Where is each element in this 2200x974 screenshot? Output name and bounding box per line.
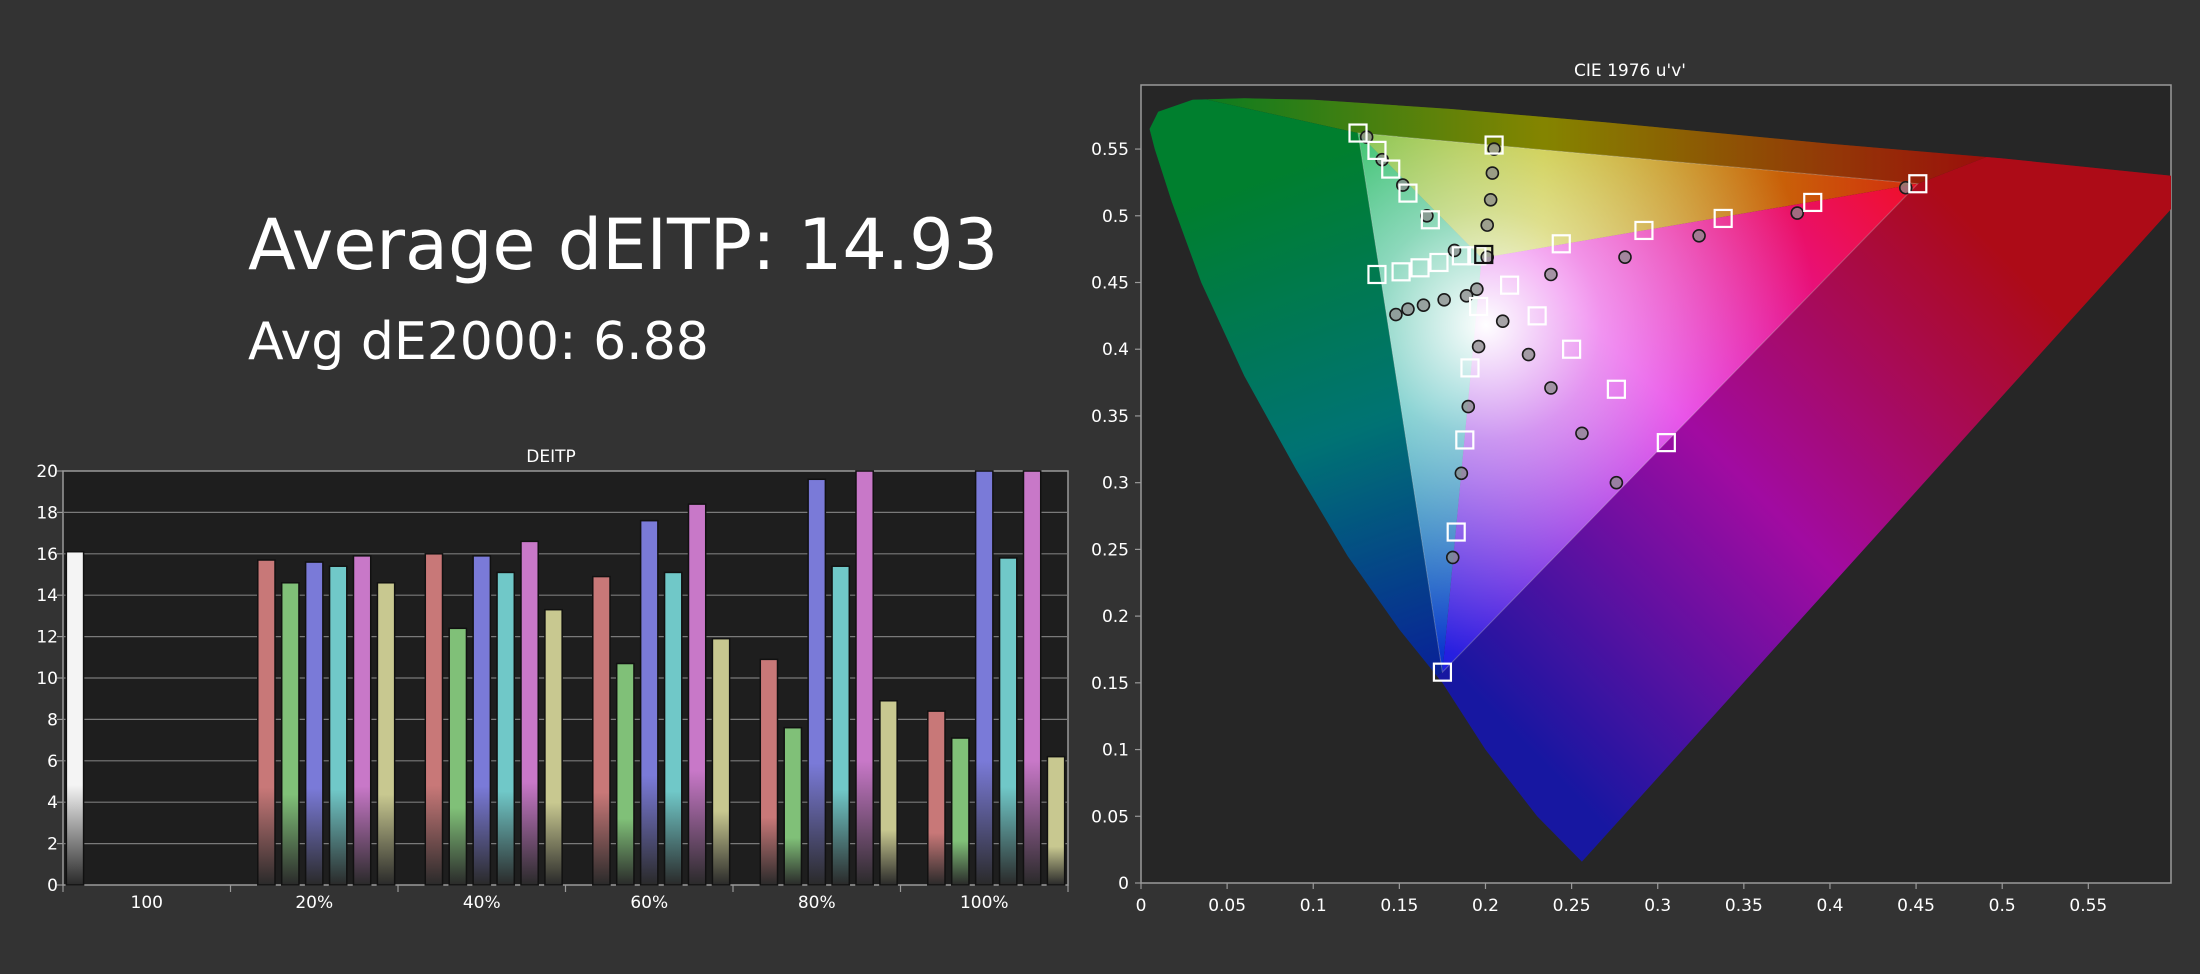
cie-x-tick-label: 0.35 xyxy=(1725,896,1763,916)
measured-point xyxy=(1461,399,1476,414)
measured-point xyxy=(1454,466,1469,481)
target-square xyxy=(1467,246,1487,266)
target-square xyxy=(1484,135,1504,155)
cie-y-tick-label: 0.55 xyxy=(1091,140,1129,160)
cie-y-tick-label: 0.2 xyxy=(1102,607,1129,627)
cie-x-tick-label: 0 xyxy=(1136,896,1147,916)
cie-x-tick-label: 0.4 xyxy=(1816,896,1843,916)
target-square xyxy=(1420,210,1440,230)
measured-point xyxy=(1416,298,1431,312)
measured-point xyxy=(1471,339,1486,354)
cie-y-tick-label: 0.05 xyxy=(1091,807,1129,827)
measured-point xyxy=(1445,550,1460,565)
cie-x-tick-label: 0.55 xyxy=(2069,896,2107,916)
cie-y-tick-label: 0.1 xyxy=(1102,741,1129,761)
cie-y-tick-label: 0 xyxy=(1118,874,1129,894)
target-square xyxy=(1381,159,1401,179)
avg-de2000-label: Avg dE2000: xyxy=(248,312,577,372)
cie-x-tick-label: 0.2 xyxy=(1472,896,1499,916)
measured-point xyxy=(1483,192,1498,207)
target-square xyxy=(1474,244,1494,265)
target-square xyxy=(1455,430,1475,450)
cie-x-tick-label: 0.3 xyxy=(1644,896,1671,916)
measured-point xyxy=(1544,267,1558,282)
average-deitp-label: Average dEITP: xyxy=(248,204,776,286)
cie-y-tick-label: 0.15 xyxy=(1091,674,1129,694)
cie-x-tick-label: 0.25 xyxy=(1553,896,1591,916)
target-square xyxy=(1713,208,1733,229)
measured-point xyxy=(1692,228,1706,243)
target-square xyxy=(1429,252,1449,273)
measured-point xyxy=(1437,293,1451,307)
target-square xyxy=(1656,433,1676,453)
cie-x-tick-label: 0.15 xyxy=(1380,896,1418,916)
target-square xyxy=(1451,246,1471,266)
average-deitp-heading: Average dEITP: 14.93 xyxy=(248,210,998,280)
avg-de2000-heading: Avg dE2000: 6.88 xyxy=(248,316,709,368)
measured-point xyxy=(1389,307,1403,322)
measured-point xyxy=(1480,218,1495,232)
target-square xyxy=(1398,183,1418,203)
measured-point xyxy=(1521,347,1536,362)
cie-x-tick-label: 0.05 xyxy=(1208,896,1246,916)
target-square xyxy=(1551,234,1571,254)
measured-point xyxy=(1495,314,1510,328)
cie-y-tick-label: 0.45 xyxy=(1091,273,1129,293)
measured-point xyxy=(1485,166,1500,180)
avg-de2000-value: 6.88 xyxy=(593,312,709,372)
target-square xyxy=(1499,275,1520,295)
target-square xyxy=(1410,258,1430,278)
target-square xyxy=(1460,358,1480,378)
cie-chart-title: CIE 1976 u'v' xyxy=(1574,61,1686,81)
measured-point xyxy=(1575,426,1589,441)
measured-point xyxy=(1609,475,1624,490)
cie-y-tick-label: 0.5 xyxy=(1102,207,1129,227)
measured-point xyxy=(1470,282,1484,296)
cie-y-tick-label: 0.25 xyxy=(1091,540,1129,560)
cie-x-tick-label: 0.1 xyxy=(1300,896,1327,916)
target-square xyxy=(1432,662,1453,682)
cie-y-tick-label: 0.35 xyxy=(1091,407,1129,427)
target-square xyxy=(1391,262,1411,282)
target-square xyxy=(1468,296,1489,317)
measured-point xyxy=(1401,302,1415,316)
measured-point xyxy=(1544,381,1558,395)
cie-y-tick-label: 0.3 xyxy=(1102,474,1129,494)
target-square xyxy=(1634,220,1654,241)
target-square xyxy=(1348,123,1368,143)
target-square xyxy=(1908,174,1928,194)
target-square xyxy=(1367,264,1387,285)
gamut-triangle-outline xyxy=(1357,132,1919,674)
average-deitp-value: 14.93 xyxy=(797,204,999,286)
target-square xyxy=(1446,522,1466,542)
cie-x-tick-label: 0.5 xyxy=(1989,896,2016,916)
measured-point xyxy=(1790,206,1805,220)
target-square xyxy=(1562,339,1582,359)
target-square xyxy=(1803,192,1823,213)
measured-point xyxy=(1487,142,1501,156)
measured-point xyxy=(1618,250,1632,264)
cie-y-tick-label: 0.4 xyxy=(1102,340,1129,360)
target-square xyxy=(1527,306,1547,326)
target-square xyxy=(1606,379,1626,399)
cie-x-tick-label: 0.45 xyxy=(1897,896,1935,916)
target-square xyxy=(1367,140,1387,160)
